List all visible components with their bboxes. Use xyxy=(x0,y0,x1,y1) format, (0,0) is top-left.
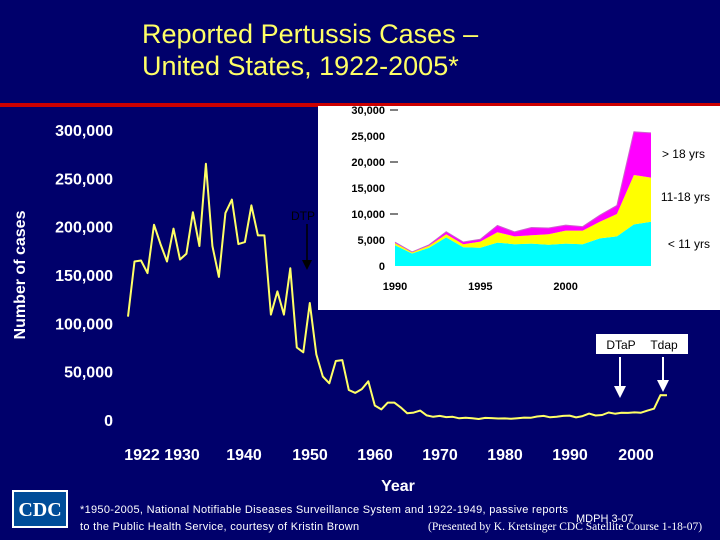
inset-total-outline xyxy=(394,131,652,253)
inset-x-tick-label: 1995 xyxy=(468,281,492,293)
inset-legend-label: < 11 yrs xyxy=(668,237,710,251)
x-tick-label: 1922 xyxy=(124,447,160,464)
dtap-label: DTaP xyxy=(606,338,635,352)
inset-x-tick-label: 1990 xyxy=(383,281,407,293)
pertussis-cases-line xyxy=(127,162,668,420)
footnote-line-2: to the Public Health Service, courtesy o… xyxy=(80,521,360,533)
chart-title: Reported Pertussis Cases – United States… xyxy=(142,18,478,82)
x-axis-label: Year xyxy=(381,478,415,495)
dtp-label: DTP xyxy=(291,209,315,223)
x-tick-label: 1960 xyxy=(357,447,393,464)
inset-background xyxy=(318,106,720,310)
y-tick-label: 0 xyxy=(104,413,113,430)
footnote: *1950-2005, National Notifiable Diseases… xyxy=(80,502,568,536)
dtap-arrow-head xyxy=(614,386,626,398)
y-tick-label: 300,000 xyxy=(55,123,113,140)
inset-y-tick-label: 25,000 xyxy=(351,131,385,143)
x-tick-label: 1930 xyxy=(164,447,200,464)
x-tick-label: 1970 xyxy=(422,447,458,464)
inset-y-tick-label: 10,000 xyxy=(351,209,385,221)
inset-legend-label: > 18 yrs xyxy=(662,147,705,161)
x-tick-label: 1950 xyxy=(292,447,328,464)
title-line-1: Reported Pertussis Cases – xyxy=(142,19,479,49)
vaccine-label-box xyxy=(596,334,688,354)
inset-y-tick-label: 5,000 xyxy=(357,235,385,247)
inset-x-tick-label: 2000 xyxy=(553,281,577,293)
area-under-11 xyxy=(395,221,651,266)
cdc-logo: CDC xyxy=(12,490,68,528)
mdph-label: MDPH 3-07 xyxy=(576,513,634,525)
presenter-credit: (Presented by K. Kretsinger CDC Satellit… xyxy=(428,521,703,533)
area-11-18 xyxy=(395,175,651,254)
tdap-arrow-head xyxy=(657,380,669,392)
title-line-2: United States, 1922-2005* xyxy=(142,51,459,81)
inset-y-tick-label: 0 xyxy=(379,261,385,273)
svg-text:CDC: CDC xyxy=(18,499,61,521)
x-tick-label: 1940 xyxy=(226,447,262,464)
inset-y-tick-label: 20,000 xyxy=(351,157,385,169)
title-divider xyxy=(0,103,720,107)
y-tick-label: 50,000 xyxy=(64,365,113,382)
y-tick-label: 250,000 xyxy=(55,171,113,188)
x-tick-label: 1980 xyxy=(487,447,523,464)
y-axis-label: Number of cases xyxy=(12,210,29,339)
y-tick-label: 200,000 xyxy=(55,220,113,237)
dtp-arrow-head xyxy=(302,260,312,270)
inset-legend-label: 11-18 yrs xyxy=(661,190,710,204)
inset-y-tick-label: 30,000 xyxy=(351,105,385,117)
y-tick-label: 100,000 xyxy=(55,316,113,333)
y-tick-label: 150,000 xyxy=(55,268,113,285)
footnote-line-1: *1950-2005, National Notifiable Diseases… xyxy=(80,504,569,516)
x-tick-label: 2000 xyxy=(618,447,654,464)
inset-y-tick-label: 15,000 xyxy=(351,183,385,195)
tdap-label: Tdap xyxy=(650,338,678,352)
x-tick-label: 1990 xyxy=(552,447,588,464)
